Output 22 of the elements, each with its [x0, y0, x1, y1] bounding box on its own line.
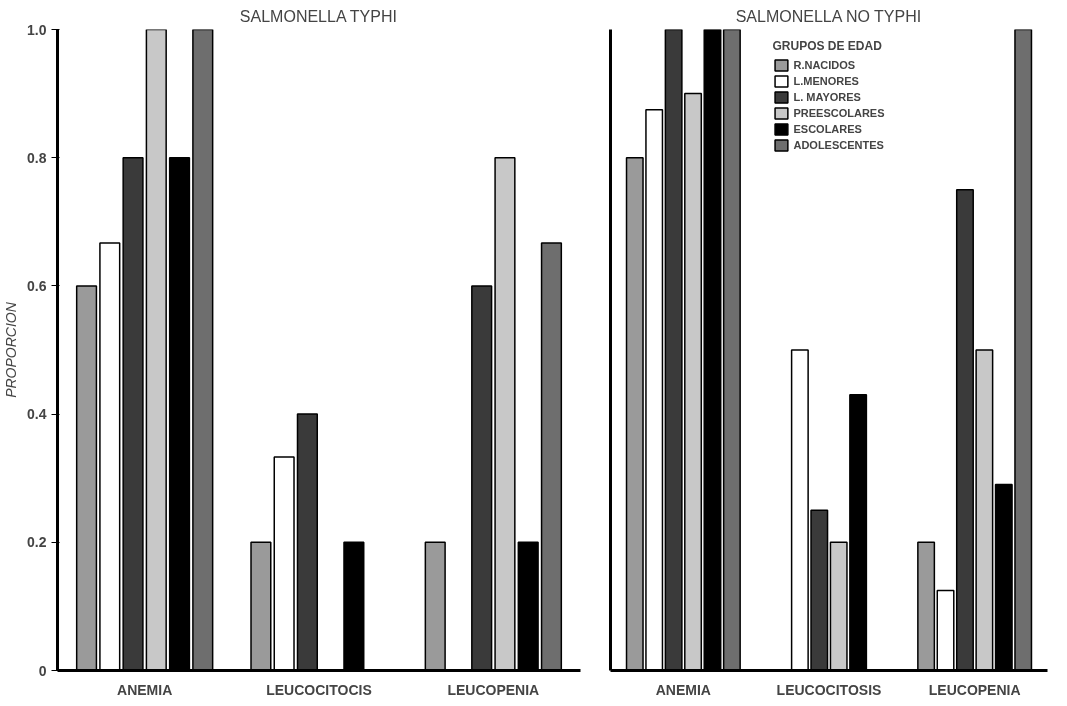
- x-tick-label: ANEMIA: [117, 681, 173, 698]
- y-tick-label: 0: [38, 662, 47, 679]
- legend-label: R.NACIDOS: [793, 59, 856, 71]
- legend-title: GRUPOS DE EDAD: [772, 39, 883, 53]
- legend-label: PREESCOLARES: [793, 107, 885, 119]
- legend-label: L.MENORES: [793, 75, 859, 87]
- y-tick-label: 1.0: [27, 21, 47, 38]
- x-tick-label: ANEMIA: [655, 681, 711, 698]
- y-axis-title: PROPORCION: [3, 301, 20, 398]
- x-tick-label: LEUCOCITOSIS: [776, 681, 882, 698]
- chart-title: SALMONELLA NO TYPHI: [735, 7, 922, 25]
- legend-label: L. MAYORES: [793, 91, 861, 103]
- chart-title: SALMONELLA TYPHI: [239, 7, 397, 25]
- x-tick-label: LEUCOCITOCIS: [266, 681, 372, 698]
- legend-label: ESCOLARES: [793, 123, 862, 135]
- x-tick-label: LEUCOPENIA: [928, 681, 1021, 698]
- legend-label: ADOLESCENTES: [793, 139, 884, 151]
- y-tick-label: 0.6: [27, 277, 47, 294]
- y-tick-label: 0.2: [27, 534, 47, 551]
- y-tick-label: 0.4: [27, 406, 47, 423]
- y-tick-label: 0.8: [27, 149, 47, 166]
- x-tick-label: LEUCOPENIA: [447, 681, 540, 698]
